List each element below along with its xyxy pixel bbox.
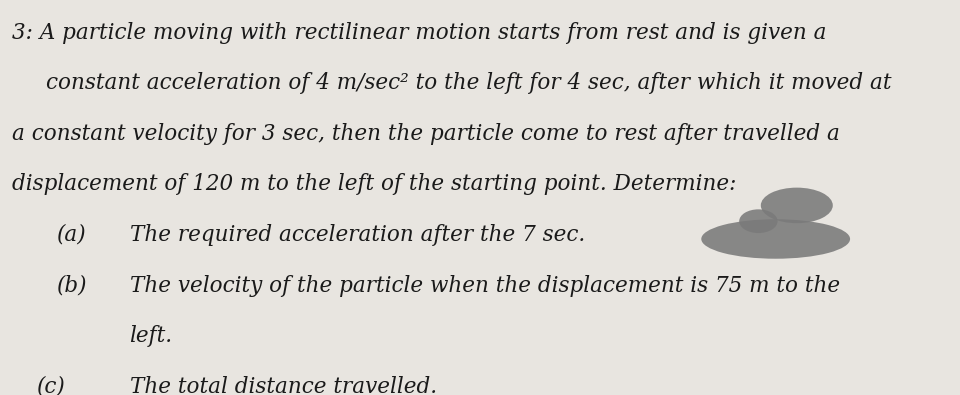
Text: constant acceleration of 4 m/sec² to the left for 4 sec, after which it moved at: constant acceleration of 4 m/sec² to the… xyxy=(46,72,892,94)
Text: (a): (a) xyxy=(56,224,85,246)
Ellipse shape xyxy=(701,219,851,259)
Ellipse shape xyxy=(760,188,832,223)
Text: left.: left. xyxy=(130,325,173,347)
Text: displacement of 120 m to the left of the starting point. Determine:: displacement of 120 m to the left of the… xyxy=(12,173,736,196)
Text: (b): (b) xyxy=(56,275,86,297)
Text: The velocity of the particle when the displacement is 75 m to the: The velocity of the particle when the di… xyxy=(130,275,840,297)
Text: (c): (c) xyxy=(36,376,65,395)
Ellipse shape xyxy=(739,209,778,233)
Text: a constant velocity for 3 sec, then the particle come to rest after travelled a: a constant velocity for 3 sec, then the … xyxy=(12,123,839,145)
Text: The required acceleration after the 7 sec.: The required acceleration after the 7 se… xyxy=(130,224,585,246)
Text: The total distance travelled.: The total distance travelled. xyxy=(130,376,437,395)
Text: 3: A particle moving with rectilinear motion starts from rest and is given a: 3: A particle moving with rectilinear mo… xyxy=(12,22,826,44)
